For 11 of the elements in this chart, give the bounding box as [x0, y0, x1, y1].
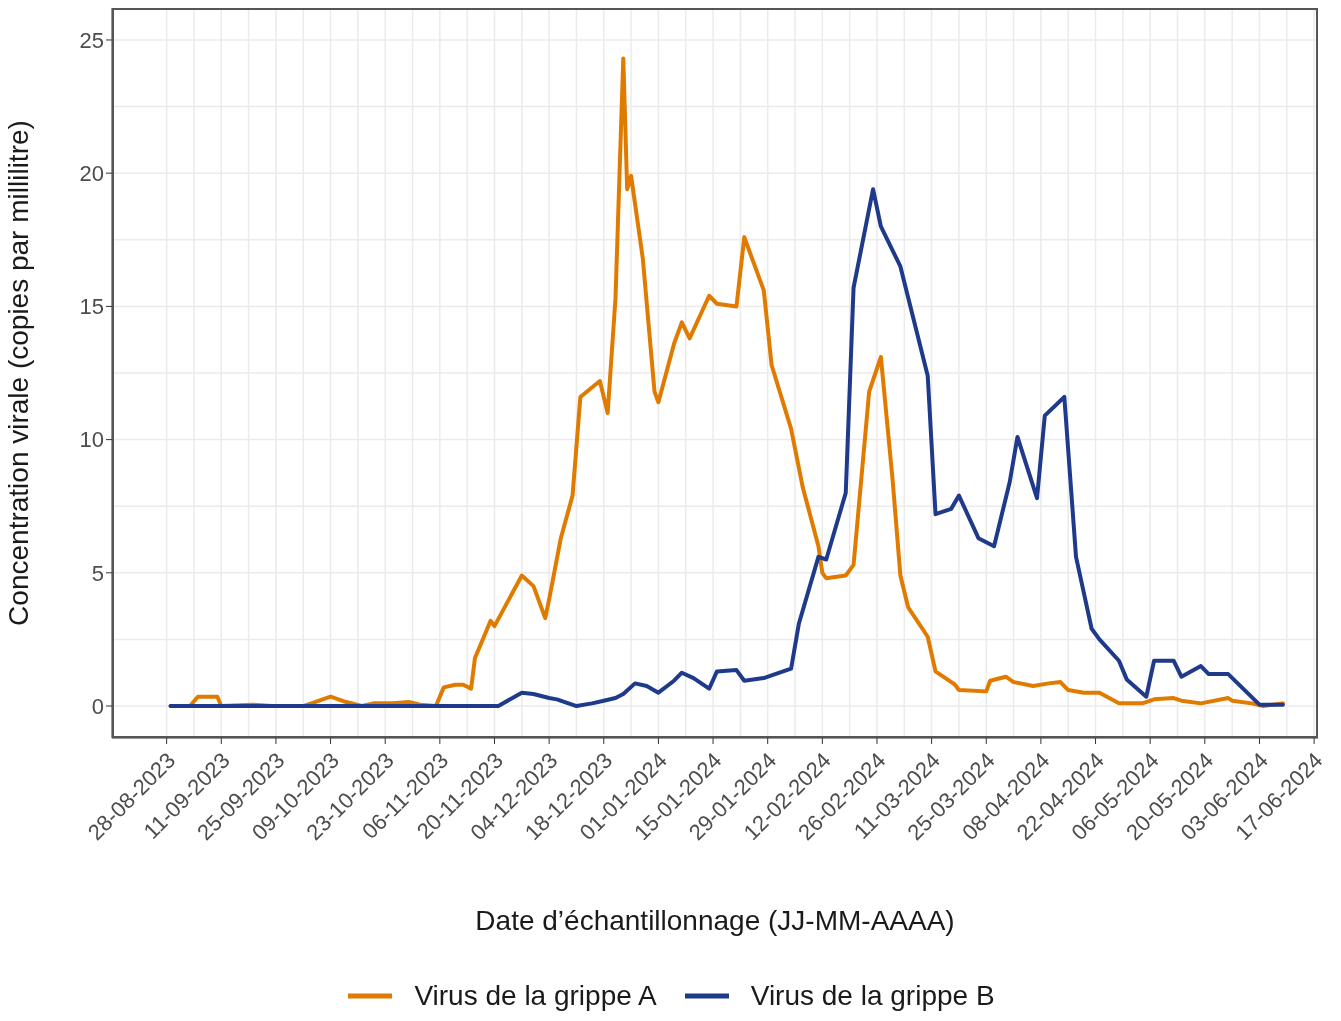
line-series	[168, 187, 1285, 709]
y-tick-label: 0	[91, 693, 104, 719]
legend-label: Virus de la grippe B	[750, 980, 995, 1012]
legend-label: Virus de la grippe A	[414, 980, 657, 1012]
y-tick-label: 25	[79, 27, 104, 53]
y-tick-label: 10	[79, 427, 104, 453]
y-tick-label: 20	[79, 160, 104, 186]
y-axis-title: Concentration virale (copies par millilitre)	[2, 120, 34, 626]
y-tick-label: 5	[91, 560, 104, 586]
y-tick-label: 15	[79, 294, 104, 320]
x-axis-title: Date d’échantillonnage (JJ-MM-AAAA)	[475, 905, 955, 936]
